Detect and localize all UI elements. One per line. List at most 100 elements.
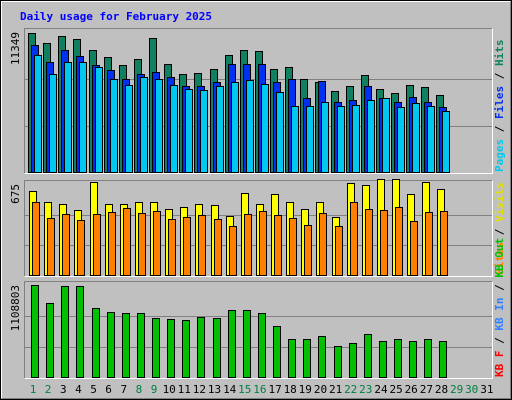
visits-bevel-dark <box>24 180 493 277</box>
x-tick-label-day-18: 18 <box>284 383 297 396</box>
bar-visits-sites-day-16 <box>259 211 267 276</box>
visits-legend-sites: Sites <box>493 242 506 275</box>
bar-visits-sites-day-28 <box>440 211 448 276</box>
bar-requests-pages-day-22 <box>352 105 360 173</box>
bar-requests-pages-day-13 <box>216 86 224 173</box>
visits-ymax-label: 675 <box>9 184 22 204</box>
bar-visits-sites-day-13 <box>214 219 222 276</box>
visits-bevel-light <box>24 180 493 277</box>
bar-volume-kb-out-day-24 <box>379 341 387 378</box>
x-tick-label-day-20: 20 <box>314 383 327 396</box>
bar-requests-pages-day-1 <box>34 55 42 173</box>
bar-requests-pages-day-5 <box>95 67 103 173</box>
bar-visits-sites-day-19 <box>304 225 312 276</box>
x-tick-label-day-2: 2 <box>45 383 52 396</box>
panel-visits: 675 Sites / Visits <box>9 179 506 277</box>
requests-bevel-dark <box>24 28 493 174</box>
bar-requests-pages-day-20 <box>321 102 329 173</box>
volume-bevel-light <box>24 281 493 379</box>
bar-requests-pages-day-27 <box>427 106 435 173</box>
x-tick-label-day-21: 21 <box>329 383 342 396</box>
bar-visits-sites-day-1 <box>32 202 40 276</box>
bar-requests-pages-day-26 <box>412 103 420 173</box>
x-tick-label-day-30: 30 <box>465 383 478 396</box>
bar-visits-sites-day-3 <box>62 214 70 276</box>
x-tick-label-day-25: 25 <box>389 383 402 396</box>
x-tick-label-day-15: 15 <box>238 383 251 396</box>
bar-volume-kb-out-day-10 <box>167 319 175 378</box>
volume-bevel-dark <box>24 281 493 379</box>
visits-axis-legend: Sites / Visits <box>493 182 506 275</box>
bar-visits-sites-day-10 <box>168 219 176 276</box>
x-tick-label-day-9: 9 <box>151 383 158 396</box>
bar-requests-pages-day-23 <box>367 100 375 173</box>
volume-legend-kb-in: KB In <box>493 298 506 331</box>
requests-ymax-label: 11349 <box>9 32 22 65</box>
bar-visits-sites-day-23 <box>365 209 373 276</box>
bar-requests-pages-day-11 <box>185 89 193 173</box>
x-tick-label-day-13: 13 <box>208 383 221 396</box>
bar-requests-pages-day-21 <box>337 106 345 173</box>
bar-visits-sites-day-4 <box>77 220 85 276</box>
bar-volume-kb-out-day-15 <box>243 310 251 378</box>
bar-volume-kb-out-day-9 <box>152 318 160 378</box>
requests-legend-separator: / <box>493 66 506 86</box>
bar-visits-sites-day-5 <box>93 214 101 276</box>
x-tick-label-day-29: 29 <box>450 383 463 396</box>
bar-volume-kb-out-day-14 <box>228 310 236 378</box>
bar-visits-sites-day-15 <box>244 214 252 276</box>
bar-visits-sites-day-24 <box>380 210 388 276</box>
x-tick-label-day-28: 28 <box>435 383 448 396</box>
bar-visits-sites-day-25 <box>395 207 403 276</box>
bar-requests-pages-day-6 <box>110 79 118 173</box>
bar-volume-kb-out-day-22 <box>349 343 357 378</box>
bar-volume-kb-out-day-28 <box>439 341 447 378</box>
bar-volume-kb-out-day-23 <box>364 334 372 378</box>
bar-volume-kb-out-day-5 <box>92 308 100 378</box>
x-tick-label-day-24: 24 <box>374 383 388 396</box>
volume-legend-separator: / <box>493 331 506 351</box>
bar-visits-sites-day-11 <box>183 217 191 276</box>
bar-volume-kb-out-day-25 <box>394 339 402 378</box>
bar-volume-kb-out-day-18 <box>288 339 296 378</box>
volume-ymax-label: 1108803 <box>9 285 22 331</box>
bar-visits-sites-day-22 <box>350 202 358 276</box>
x-tick-label-day-5: 5 <box>90 383 97 396</box>
x-tick-label-day-12: 12 <box>193 383 206 396</box>
bar-volume-kb-out-day-3 <box>61 286 69 378</box>
bar-visits-sites-day-26 <box>410 221 418 276</box>
bar-visits-sites-day-7 <box>123 208 131 276</box>
x-tick-label-day-14: 14 <box>223 383 237 396</box>
bar-volume-kb-out-day-13 <box>213 318 221 378</box>
x-tick-label-day-6: 6 <box>105 383 112 396</box>
x-tick-label-day-16: 16 <box>253 383 266 396</box>
bar-visits-sites-day-17 <box>274 215 282 276</box>
panel-volume: 1108803 KB F / KB In / KB Out <box>9 238 506 379</box>
requests-legend-separator: / <box>493 119 506 139</box>
x-tick-label-day-8: 8 <box>136 383 143 396</box>
bar-requests-pages-day-3 <box>64 62 72 173</box>
bar-volume-kb-out-day-19 <box>303 339 311 378</box>
x-tick-label-day-4: 4 <box>75 383 82 396</box>
x-tick-label-day-19: 19 <box>299 383 312 396</box>
bar-requests-pages-day-4 <box>79 62 87 173</box>
bar-visits-sites-day-6 <box>108 212 116 276</box>
bar-volume-kb-out-day-27 <box>424 339 432 378</box>
bar-visits-sites-day-12 <box>198 215 206 276</box>
bar-volume-kb-out-day-16 <box>258 313 266 378</box>
visits-legend-visits: Visits <box>493 182 506 222</box>
x-tick-label-day-31: 31 <box>480 383 493 396</box>
chart-title: Daily usage for February 2025 <box>20 10 212 23</box>
bar-requests-pages-day-14 <box>231 82 239 173</box>
bar-visits-sites-day-8 <box>138 213 146 276</box>
bar-volume-kb-out-day-1 <box>31 285 39 378</box>
bar-volume-kb-out-day-7 <box>122 313 130 378</box>
bar-visits-sites-day-14 <box>229 226 237 276</box>
x-tick-label-day-1: 1 <box>30 383 37 396</box>
bar-visits-sites-day-27 <box>425 212 433 276</box>
bar-requests-pages-day-8 <box>140 77 148 173</box>
bar-requests-pages-day-24 <box>382 98 390 173</box>
bar-volume-kb-out-day-12 <box>197 317 205 378</box>
